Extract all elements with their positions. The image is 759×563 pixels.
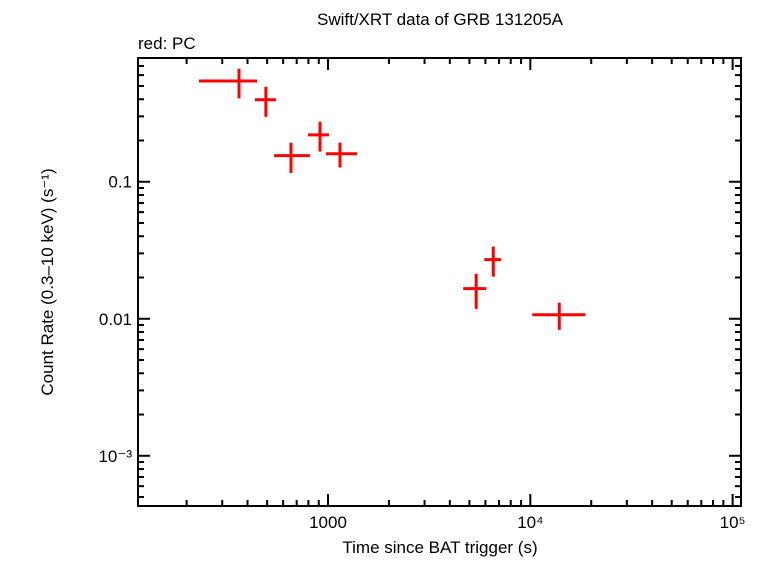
chart-subtitle: red: PC [138,34,196,53]
y-tick-label: 0.01 [99,310,132,329]
y-axis-label: Count Rate (0.3–10 keV) (s⁻¹) [38,168,57,395]
data-point [532,302,586,330]
x-tick-label: 10⁵ [720,513,746,532]
y-tick-label: 0.1 [108,173,132,192]
axes: 1000 10⁴ 10⁵ 0.1 0.01 10⁻³ [98,57,746,532]
data-point [325,142,358,168]
x-tick-label: 10⁴ [517,513,543,532]
data-point [307,121,329,152]
x-axis-label: Time since BAT trigger (s) [342,538,537,557]
plot-frame [137,57,742,507]
data-point [254,86,276,117]
y-tick-label: 10⁻³ [98,447,132,466]
data-point [484,246,502,277]
data-point [198,68,258,99]
chart-title: Swift/XRT data of GRB 131205A [317,10,564,29]
data-point [463,273,487,309]
data-point [274,142,310,173]
data-points [198,68,586,330]
x-tick-label: 1000 [309,513,347,532]
